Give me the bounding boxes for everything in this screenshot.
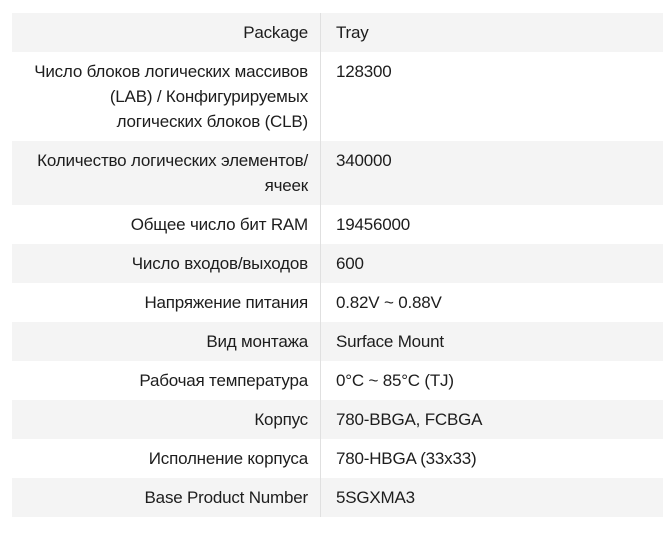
spec-row-package-case: Корпус 780-BBGA, FCBGA: [12, 400, 663, 439]
spec-label: Число входов/выходов: [131, 254, 308, 273]
spec-row-base-product-number: Base Product Number 5SGXMA3: [12, 478, 663, 517]
spec-value: 5SGXMA3: [320, 478, 663, 517]
spec-value: 19456000: [320, 205, 663, 244]
spec-row-operating-temperature: Рабочая температура 0°C ~ 85°C (TJ): [12, 361, 663, 400]
spec-value: 0°C ~ 85°C (TJ): [320, 361, 663, 400]
spec-row-package: Package Tray: [12, 13, 663, 52]
spec-value: Surface Mount: [320, 322, 663, 361]
spec-row-lab-clb-count: Число блоков логических массивов (LAB) /…: [12, 52, 663, 141]
spec-label: Общее число бит RAM: [130, 215, 308, 234]
spec-label: Количество логических элементов/ячеек: [37, 151, 308, 195]
spec-value: 128300: [320, 52, 663, 141]
spec-label: Число блоков логических массивов (LAB) /…: [34, 62, 308, 131]
spec-value: 600: [320, 244, 663, 283]
spec-label: Корпус: [254, 410, 308, 429]
spec-row-io-count: Число входов/выходов 600: [12, 244, 663, 283]
spec-label: Вид монтажа: [206, 332, 308, 351]
spec-value: 780-HBGA (33x33): [320, 439, 663, 478]
spec-value: Tray: [320, 13, 663, 52]
spec-row-logic-elements: Количество логических элементов/ячеек 34…: [12, 141, 663, 205]
spec-row-mounting-type: Вид монтажа Surface Mount: [12, 322, 663, 361]
spec-label: Base Product Number: [144, 488, 309, 507]
spec-label: Напряжение питания: [144, 293, 308, 312]
spec-table: Package Tray Число блоков логических мас…: [12, 13, 663, 517]
spec-value: 780-BBGA, FCBGA: [320, 400, 663, 439]
spec-value: 0.82V ~ 0.88V: [320, 283, 663, 322]
spec-label: Package: [243, 23, 308, 42]
spec-label: Исполнение корпуса: [148, 449, 308, 468]
spec-row-supplier-package: Исполнение корпуса 780-HBGA (33x33): [12, 439, 663, 478]
spec-label: Рабочая температура: [139, 371, 308, 390]
spec-row-ram-bits: Общее число бит RAM 19456000: [12, 205, 663, 244]
spec-value: 340000: [320, 141, 663, 205]
spec-row-supply-voltage: Напряжение питания 0.82V ~ 0.88V: [12, 283, 663, 322]
